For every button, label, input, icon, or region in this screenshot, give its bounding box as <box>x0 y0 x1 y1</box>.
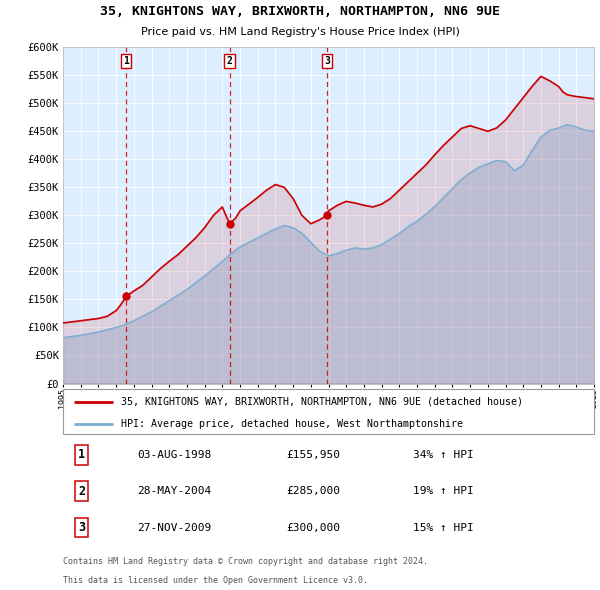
Text: 3: 3 <box>78 521 85 534</box>
FancyBboxPatch shape <box>63 389 594 434</box>
Text: 35, KNIGHTONS WAY, BRIXWORTH, NORTHAMPTON, NN6 9UE (detached house): 35, KNIGHTONS WAY, BRIXWORTH, NORTHAMPTO… <box>121 397 523 407</box>
Text: HPI: Average price, detached house, West Northamptonshire: HPI: Average price, detached house, West… <box>121 419 463 429</box>
Text: £155,950: £155,950 <box>286 450 340 460</box>
Text: £285,000: £285,000 <box>286 486 340 496</box>
Text: Price paid vs. HM Land Registry's House Price Index (HPI): Price paid vs. HM Land Registry's House … <box>140 27 460 37</box>
Text: 27-NOV-2009: 27-NOV-2009 <box>137 523 212 533</box>
Text: 34% ↑ HPI: 34% ↑ HPI <box>413 450 474 460</box>
Text: 2: 2 <box>227 56 232 66</box>
Text: 3: 3 <box>324 56 330 66</box>
Text: £300,000: £300,000 <box>286 523 340 533</box>
Text: 03-AUG-1998: 03-AUG-1998 <box>137 450 212 460</box>
Text: This data is licensed under the Open Government Licence v3.0.: This data is licensed under the Open Gov… <box>63 576 368 585</box>
Text: Contains HM Land Registry data © Crown copyright and database right 2024.: Contains HM Land Registry data © Crown c… <box>63 556 428 566</box>
Text: 2: 2 <box>78 484 85 498</box>
Text: 35, KNIGHTONS WAY, BRIXWORTH, NORTHAMPTON, NN6 9UE: 35, KNIGHTONS WAY, BRIXWORTH, NORTHAMPTO… <box>100 5 500 18</box>
Text: 1: 1 <box>124 56 130 66</box>
Text: 1: 1 <box>78 448 85 461</box>
Text: 15% ↑ HPI: 15% ↑ HPI <box>413 523 474 533</box>
Text: 19% ↑ HPI: 19% ↑ HPI <box>413 486 474 496</box>
Text: 28-MAY-2004: 28-MAY-2004 <box>137 486 212 496</box>
